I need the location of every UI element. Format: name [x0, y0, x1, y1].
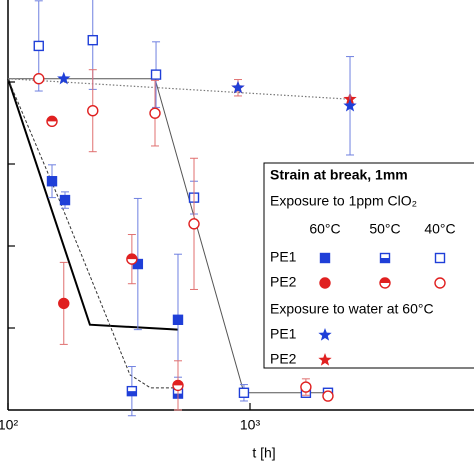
legend-box — [263, 162, 474, 369]
data-point — [87, 104, 99, 117]
legend-label: PE1 — [270, 326, 297, 342]
legend-column: 60°C — [309, 221, 340, 237]
data-point — [300, 381, 312, 393]
x-tick-label: 10² — [0, 417, 18, 433]
data-point — [46, 176, 58, 187]
fit-line — [7, 78, 351, 100]
legend-marker-body — [318, 353, 332, 366]
legend-marker — [379, 252, 391, 264]
legend-label: PE2 — [270, 351, 297, 367]
data-point — [87, 34, 98, 46]
data-point — [33, 73, 45, 85]
legend-marker — [319, 277, 331, 289]
legend-marker-half — [380, 278, 390, 283]
legend-marker-body — [319, 277, 331, 289]
legend: Strain at break, 1mm Exposure to 1ppm ClO… — [263, 162, 474, 369]
data-point-body — [33, 40, 44, 52]
legend-marker — [434, 277, 446, 289]
legend-marker-half — [380, 258, 390, 263]
legend-column: 40°C — [424, 221, 455, 237]
data-point-body — [150, 69, 162, 80]
data-point-body — [57, 71, 71, 85]
data-point — [59, 194, 71, 206]
data-point — [231, 80, 245, 94]
data-point — [149, 107, 161, 119]
data-point — [322, 390, 334, 402]
data-point — [126, 385, 138, 397]
data-point-body — [87, 104, 99, 117]
legend-marker-body — [434, 252, 446, 264]
x-axis-label: t [h] — [252, 445, 275, 461]
legend-label: PE1 — [270, 249, 297, 265]
fit-line — [7, 78, 178, 389]
legend-marker-body — [318, 328, 332, 341]
data-point-body — [58, 297, 70, 310]
data-point — [343, 98, 357, 112]
legend-marker — [318, 353, 332, 366]
legend-marker — [434, 252, 446, 264]
legend-marker — [318, 328, 332, 341]
data-point-body — [87, 34, 98, 46]
data-point-body — [149, 107, 161, 119]
data-point — [172, 379, 184, 392]
data-point-body — [46, 176, 58, 187]
fit-line — [7, 78, 179, 331]
data-point — [46, 115, 58, 128]
data-point-body — [322, 390, 334, 402]
legend-subtitle: Exposure to 1ppm ClO₂ — [270, 193, 417, 209]
legend-subtitle: Exposure to water at 60°C — [270, 301, 434, 317]
data-point — [33, 40, 44, 52]
data-point — [150, 69, 162, 80]
legend-column: 50°C — [369, 221, 400, 237]
legend-label: PE2 — [270, 274, 297, 290]
data-point — [238, 387, 250, 398]
data-point — [126, 253, 138, 265]
data-point-body — [238, 387, 250, 398]
legend-marker — [319, 252, 331, 264]
data-point — [172, 314, 184, 325]
legend-title: Strain at break, 1mm — [270, 167, 408, 183]
data-point-body — [300, 381, 312, 393]
data-point-half — [47, 116, 58, 122]
data-point-body — [231, 80, 245, 94]
legend-marker-body — [434, 277, 446, 289]
data-point-body — [33, 73, 45, 85]
data-point — [57, 71, 71, 85]
legend-marker-body — [319, 252, 331, 264]
data-point — [188, 218, 200, 230]
fit-line — [8, 78, 328, 394]
data-point-half — [126, 254, 137, 260]
x-tick-label: 10³ — [240, 417, 261, 433]
data-point-body — [172, 314, 184, 325]
data-point — [58, 297, 70, 310]
data-point-body — [59, 194, 71, 206]
data-point-body — [343, 98, 357, 112]
data-point-body — [188, 218, 200, 230]
data-point-half — [127, 391, 137, 396]
legend-marker — [379, 277, 391, 289]
data-point-half — [172, 380, 183, 386]
